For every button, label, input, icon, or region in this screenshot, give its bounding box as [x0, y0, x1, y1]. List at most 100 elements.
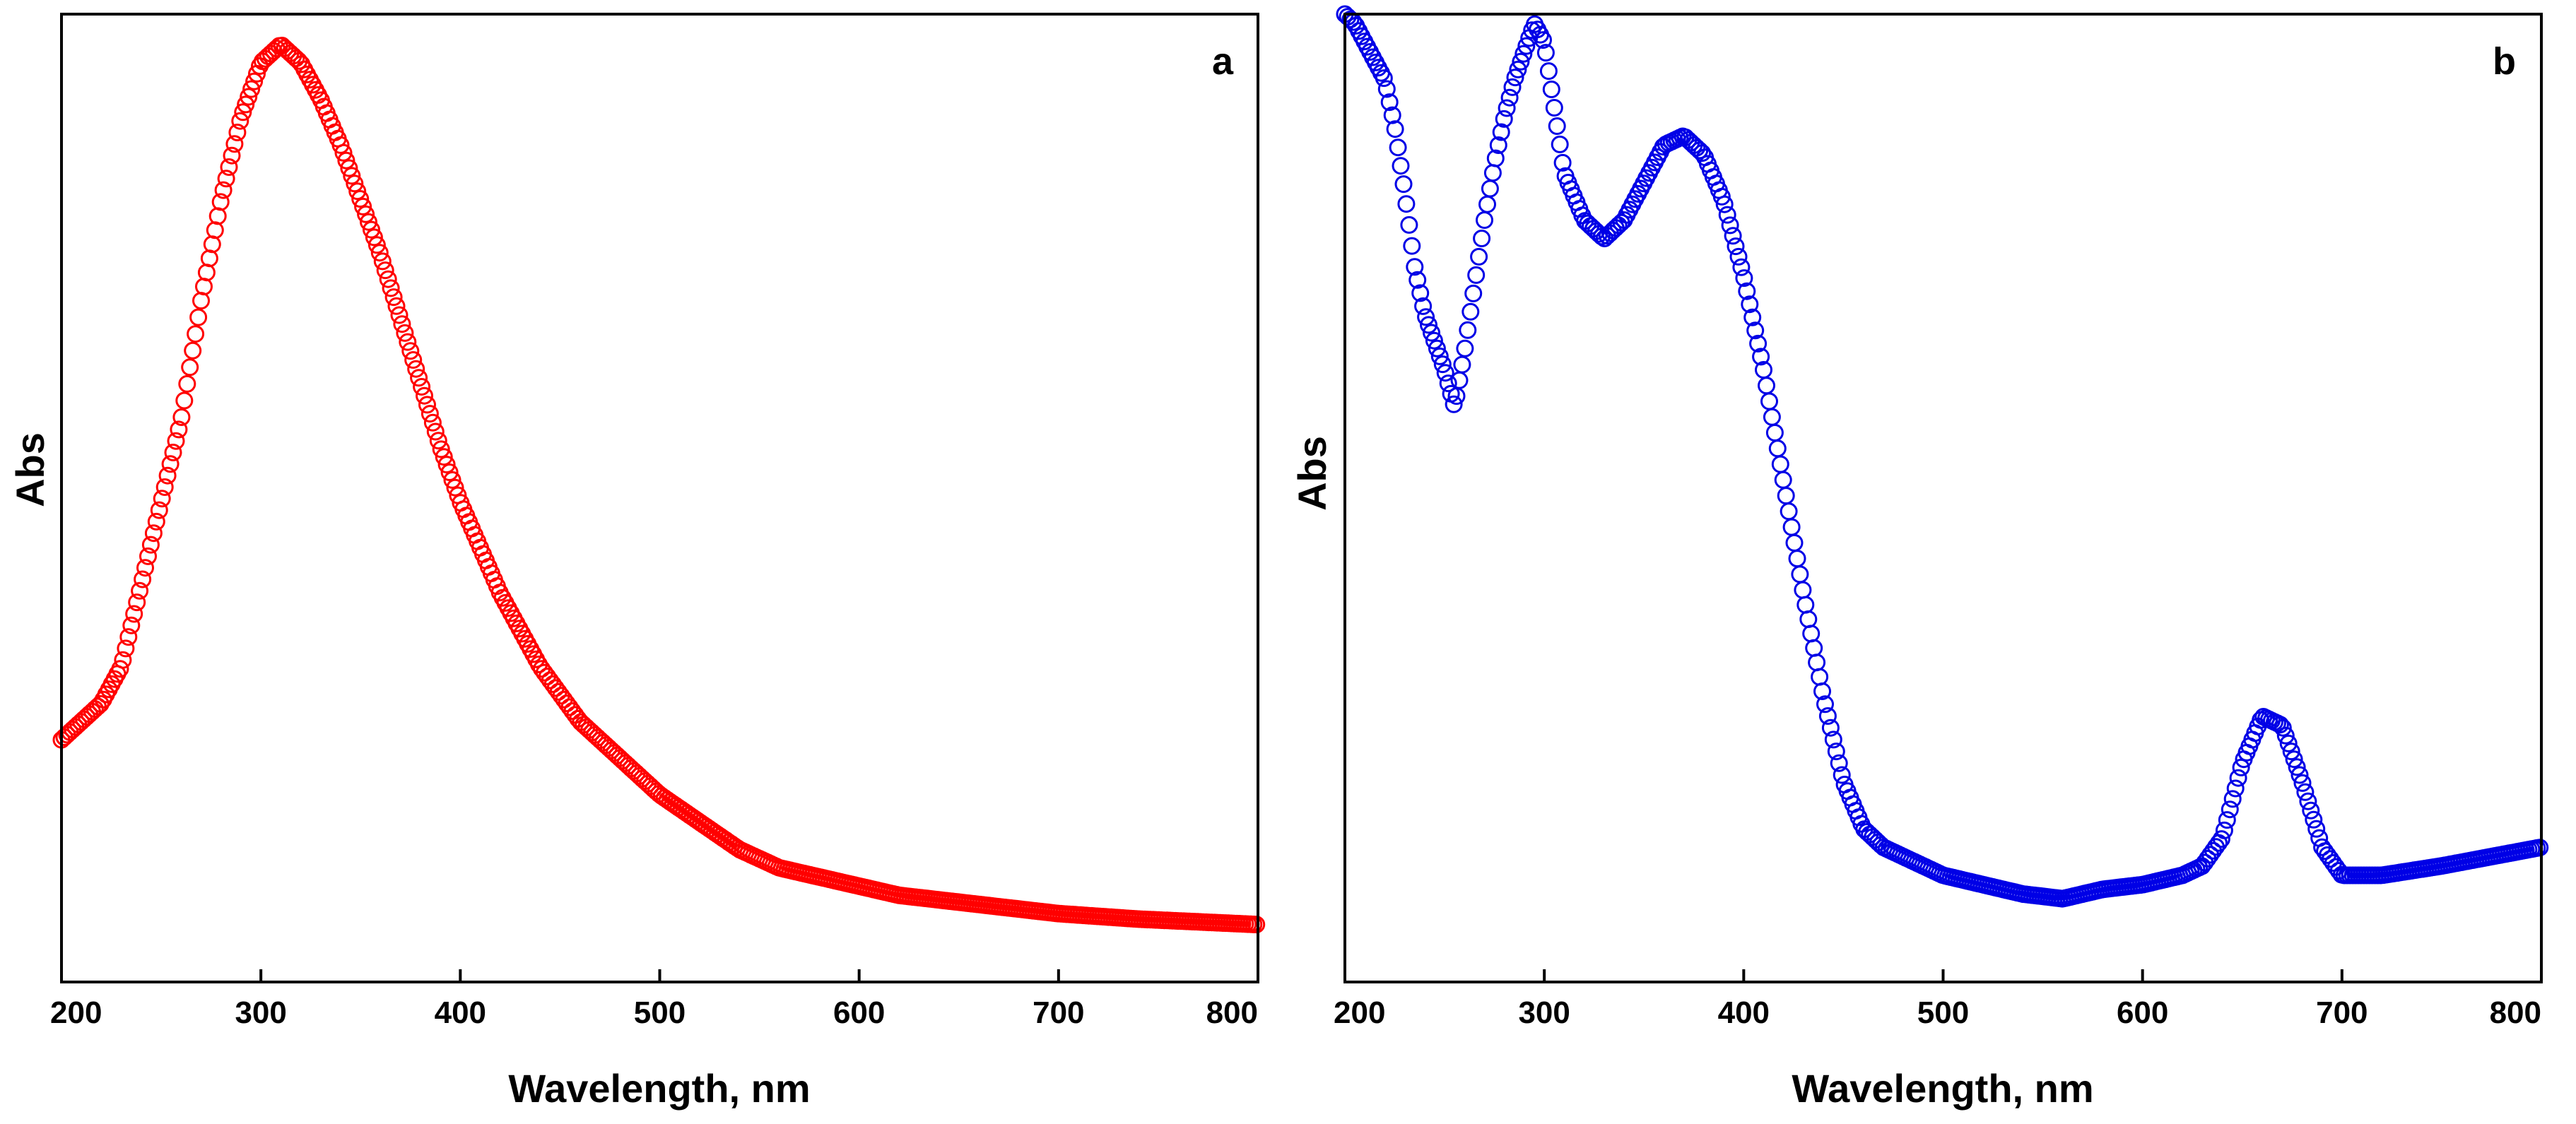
data-point — [446, 478, 464, 497]
data-point — [234, 103, 252, 122]
data-point — [1423, 324, 1440, 342]
data-point — [91, 694, 110, 713]
data-point — [1515, 45, 1533, 63]
data-point — [237, 95, 255, 114]
data-point — [1386, 120, 1404, 138]
data-point — [2221, 800, 2239, 819]
data-point — [1545, 99, 1563, 117]
data-point — [155, 478, 174, 496]
data-point — [2305, 810, 2323, 829]
data-point — [390, 306, 408, 324]
data-point — [2296, 783, 2315, 801]
data-point — [423, 413, 442, 432]
data-point — [1406, 258, 1424, 276]
data-point — [407, 360, 425, 378]
data-point — [217, 170, 235, 188]
data-point — [1495, 110, 1513, 128]
data-point — [413, 378, 431, 396]
data-point — [337, 151, 355, 170]
data-point — [360, 213, 377, 231]
data-point — [1712, 187, 1731, 206]
data-point — [141, 536, 160, 554]
data-point — [1470, 247, 1488, 266]
data-point — [1746, 321, 1765, 340]
data-point — [1420, 316, 1437, 334]
data-point — [170, 420, 188, 439]
data-point — [432, 440, 450, 459]
data-point — [245, 72, 264, 90]
data-point — [351, 190, 370, 208]
x-tick-label: 800 — [2490, 995, 2541, 1030]
data-point — [393, 315, 411, 333]
data-point — [379, 270, 397, 288]
data-point — [429, 432, 447, 450]
x-tick-label: 700 — [1033, 995, 1084, 1030]
data-point — [1821, 718, 1840, 737]
data-point — [220, 158, 238, 176]
data-point — [1500, 88, 1519, 107]
data-point — [240, 88, 258, 106]
data-point — [1433, 355, 1452, 374]
data-point — [1375, 69, 1393, 88]
data-point — [443, 471, 461, 489]
data-point — [1749, 334, 1768, 353]
data-point — [416, 386, 433, 405]
data-point — [189, 308, 208, 326]
data-point — [2282, 743, 2300, 761]
data-point — [367, 236, 386, 254]
data-point — [1512, 52, 1530, 71]
x-tick-label: 700 — [2316, 995, 2368, 1030]
data-point — [396, 324, 414, 342]
data-point — [128, 593, 146, 612]
data-point — [1414, 297, 1433, 315]
data-point — [1738, 282, 1756, 300]
data-point — [1509, 60, 1527, 78]
data-point — [1380, 93, 1399, 112]
data-point — [1715, 195, 1734, 213]
data-point — [164, 444, 182, 461]
x-ticks-b: 200 300 400 500 600 700 800 — [1334, 969, 2543, 1030]
data-point — [1492, 123, 1510, 141]
data-point — [1830, 754, 1848, 772]
data-point — [117, 639, 135, 658]
data-point — [2531, 839, 2549, 857]
data-point — [346, 174, 364, 193]
data-point — [2232, 758, 2250, 776]
data-point — [1439, 374, 1457, 393]
data-point — [2302, 801, 2320, 820]
data-point — [178, 374, 196, 393]
data-point — [1503, 78, 1522, 96]
data-point — [172, 408, 191, 426]
data-point — [357, 205, 375, 223]
data-point — [1551, 135, 1569, 153]
data-point — [1425, 331, 1443, 350]
data-point — [1247, 916, 1266, 934]
data-point — [365, 228, 383, 247]
y-axis-label-b: Abs — [1290, 436, 1334, 511]
data-point — [111, 660, 129, 678]
panel-label-b: b — [2493, 40, 2516, 83]
data-point — [437, 456, 456, 474]
data-point — [1456, 339, 1474, 357]
data-point — [134, 570, 152, 588]
data-point — [340, 159, 358, 177]
data-point — [158, 466, 177, 485]
data-point — [2271, 716, 2289, 734]
data-point — [1741, 295, 1759, 314]
data-point — [187, 325, 205, 343]
data-point — [214, 181, 233, 199]
data-point — [1539, 62, 1558, 81]
data-point — [435, 448, 453, 466]
x-tick-label: 600 — [2117, 995, 2168, 1030]
data-point — [348, 182, 367, 201]
data-point — [114, 651, 132, 669]
x-tick-label: 600 — [833, 995, 885, 1030]
panel-a: 200 300 400 500 600 700 800 a Wavelength, nm A… — [8, 13, 1266, 1111]
data-point — [150, 501, 168, 519]
data-point — [223, 146, 241, 165]
data-point — [1459, 321, 1477, 339]
data-point — [1428, 339, 1446, 357]
x-tick-label: 500 — [1917, 995, 1969, 1030]
data-point — [1473, 230, 1491, 247]
data-point — [1752, 348, 1770, 366]
